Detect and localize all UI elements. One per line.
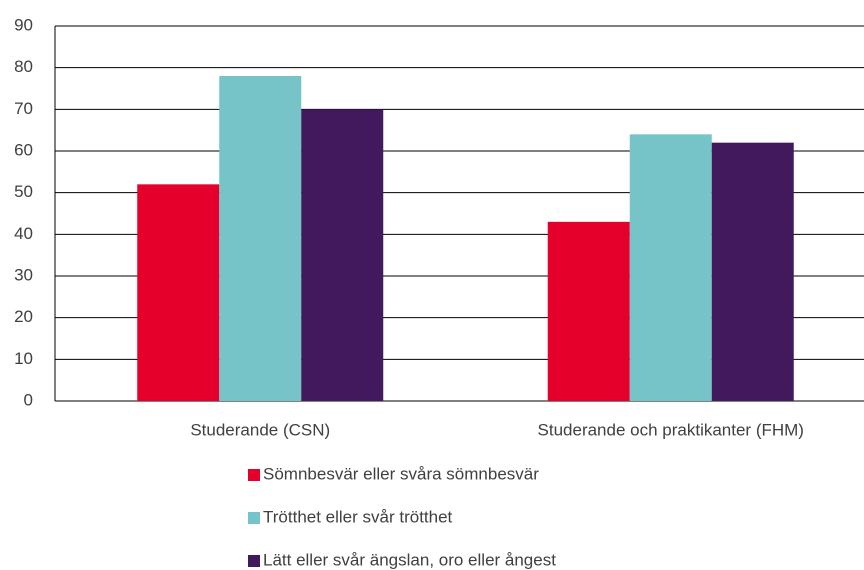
bar — [301, 109, 384, 401]
bar — [547, 221, 630, 401]
y-tick-label: 50 — [14, 182, 33, 201]
y-tick-label: 60 — [14, 140, 33, 159]
y-tick-label: 90 — [14, 15, 33, 34]
x-tick-label: Studerande och praktikanter (FHM) — [538, 420, 804, 439]
x-tick-label: Studerande (CSN) — [190, 420, 330, 439]
legend-label: Sömnbesvär eller svåra sömnbesvär — [263, 464, 539, 483]
y-tick-label: 10 — [14, 349, 33, 368]
legend-label: Lätt eller svår ängslan, oro eller ånges… — [263, 550, 556, 569]
legend-label: Trötthet eller svår trötthet — [263, 507, 453, 526]
bar — [137, 184, 220, 401]
bar — [219, 76, 302, 401]
y-tick-label: 80 — [14, 57, 33, 76]
bar — [711, 142, 794, 401]
legend-swatch — [248, 512, 260, 524]
bar — [629, 134, 712, 402]
y-tick-label: 70 — [14, 99, 33, 118]
y-tick-label: 30 — [14, 265, 33, 284]
legend-swatch — [248, 469, 260, 481]
y-tick-label: 0 — [24, 390, 33, 409]
y-tick-label: 40 — [14, 224, 33, 243]
legend-swatch — [248, 555, 260, 567]
y-tick-label: 20 — [14, 307, 33, 326]
